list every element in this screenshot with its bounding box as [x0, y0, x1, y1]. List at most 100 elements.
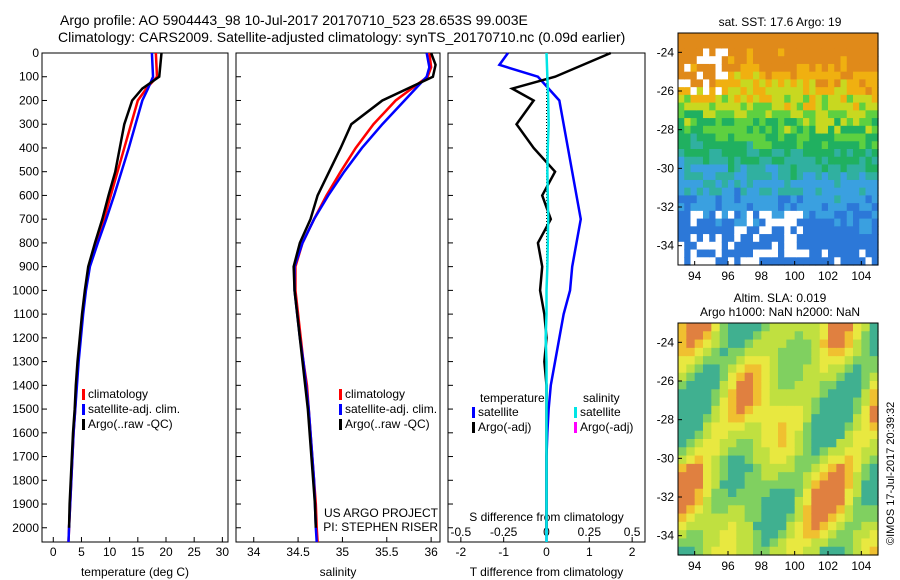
- sla-map-ytick-label: -28: [657, 413, 675, 427]
- legend-swatch: [339, 404, 342, 415]
- temperature-series-2: [67, 52, 163, 528]
- depth-tick-label: 1200: [12, 331, 39, 345]
- legend-label: satellite-adj. clim.: [345, 402, 437, 416]
- depth-tick-label: 500: [19, 165, 39, 179]
- salinity-series-2: [292, 52, 437, 528]
- sla-map-xtick-label: 98: [755, 559, 769, 573]
- legend-swatch: [574, 422, 577, 433]
- temperature-xtick-label: 5: [78, 545, 85, 559]
- salinity-xtick-label: 34: [247, 545, 261, 559]
- depth-tick-label: 1500: [12, 402, 39, 416]
- sst-map-xtick-label: 104: [851, 269, 871, 283]
- sst-map-xtick-label: 96: [721, 269, 735, 283]
- temperature-xtick-label: 25: [188, 545, 202, 559]
- legend-label: Argo(..raw -QC): [88, 417, 173, 431]
- sla-map-xtick-label: 102: [818, 559, 838, 573]
- legend-header-temperature: temperature: [480, 391, 545, 405]
- sst-map-field: [678, 33, 879, 266]
- difference-xtick-label: 0: [543, 545, 550, 559]
- depth-tick-label: 300: [19, 117, 39, 131]
- legend-header-salinity: salinity: [583, 391, 620, 405]
- salinity-xtick-label: 34.5: [286, 545, 310, 559]
- sst-map-frame: [677, 32, 879, 266]
- depth-tick-label: 1100: [13, 307, 39, 321]
- depth-tick-label: 1900: [12, 497, 39, 511]
- legend-label: Argo(-adj): [580, 420, 633, 434]
- legend-swatch: [339, 419, 342, 430]
- sla-map-ytick-label: -30: [657, 451, 675, 465]
- legend-swatch: [82, 419, 85, 430]
- difference-xlabel: T difference from climatology: [470, 565, 624, 579]
- salinity-xtick-label: 36: [424, 545, 438, 559]
- salinity-plot-frame: [235, 52, 441, 543]
- sla-map-xtick-label: 104: [851, 559, 871, 573]
- legend-label: satellite: [580, 405, 621, 419]
- salinity-diff-tick-label: 0.5: [624, 525, 641, 539]
- legend-swatch: [82, 389, 85, 400]
- sla-map-title-line2: Argo h1000: NaN h2000: NaN: [699, 305, 861, 319]
- depth-tick-label: 1400: [12, 378, 39, 392]
- depth-tick-label: 900: [19, 260, 39, 274]
- difference-xtick-label: -2: [456, 545, 467, 559]
- sst-map-ytick-label: -28: [657, 123, 675, 137]
- depth-tick-label: 600: [19, 188, 39, 202]
- sst-map-xtick-label: 102: [818, 269, 838, 283]
- difference-series-2: [544, 52, 550, 542]
- temperature-xtick-label: 20: [159, 545, 173, 559]
- sla-map-xtick-label: 96: [721, 559, 735, 573]
- sst-map-title: sat. SST: 17.6 Argo: 19: [718, 15, 842, 29]
- depth-tick-label: 1600: [12, 426, 39, 440]
- sst-map-xtick-label: 100: [785, 269, 805, 283]
- legend-swatch: [339, 389, 342, 400]
- sla-map-field: [678, 323, 879, 556]
- depth-tick-label: 100: [19, 70, 39, 84]
- salinity-xtick-label: 35: [336, 545, 350, 559]
- salinity-xtick-label: 35.5: [375, 545, 399, 559]
- figure-title-line2: Climatology: CARS2009. Satellite-adjuste…: [58, 29, 626, 45]
- temperature-xlabel: temperature (deg C): [81, 565, 189, 579]
- sla-map-ytick-label: -34: [657, 529, 675, 543]
- sst-map-xtick-label: 98: [755, 269, 769, 283]
- depth-tick-label: 0: [32, 46, 39, 60]
- sla-map-xtick-label: 94: [688, 559, 702, 573]
- temperature-xtick-label: 0: [50, 545, 57, 559]
- depth-tick-label: 800: [19, 236, 39, 250]
- legend-label: satellite: [478, 405, 519, 419]
- temperature-xtick-label: 30: [216, 545, 230, 559]
- sla-map-title-line1: Altim. SLA: 0.019: [733, 291, 827, 305]
- depth-tick-label: 2000: [12, 521, 39, 535]
- depth-tick-label: 1000: [12, 283, 39, 297]
- legend-label: satellite-adj. clim.: [88, 402, 180, 416]
- salinity-xlabel: salinity: [320, 565, 357, 579]
- difference-xtick-label: -1: [498, 545, 509, 559]
- sst-map-ytick-label: -26: [657, 84, 675, 98]
- depth-tick-label: 700: [19, 212, 39, 226]
- salinity-diff-tick-label: -0.5: [451, 525, 472, 539]
- legend-label: Argo(..raw -QC): [345, 417, 430, 431]
- legend-swatch: [472, 422, 475, 433]
- sst-map-xtick-label: 94: [688, 269, 702, 283]
- legend-swatch: [82, 404, 85, 415]
- sst-map-ytick-label: -32: [657, 200, 675, 214]
- sla-map-ytick-label: -26: [657, 374, 675, 388]
- depth-tick-label: 1800: [12, 473, 39, 487]
- sst-map-ytick-label: -30: [657, 161, 675, 175]
- legend-label: Argo(-adj): [478, 420, 531, 434]
- depth-tick-label: 400: [19, 141, 39, 155]
- depth-tick-label: 200: [19, 93, 39, 107]
- sla-map-xtick-label: 100: [785, 559, 805, 573]
- sst-map-ytick-label: -34: [657, 239, 675, 253]
- sla-map-ytick-label: -24: [657, 335, 675, 349]
- depth-tick-label: 1700: [12, 450, 39, 464]
- pi-annotation: PI: STEPHEN RISER: [323, 520, 438, 534]
- figure-title-line1: Argo profile: AO 5904443_98 10-Jul-2017 …: [60, 12, 528, 28]
- sla-map-ytick-label: -32: [657, 490, 675, 504]
- legend-swatch: [574, 407, 577, 418]
- project-annotation: US ARGO PROJECT: [324, 506, 439, 520]
- salinity-diff-tick-label: -0.25: [490, 525, 518, 539]
- legend-swatch: [472, 407, 475, 418]
- legend-label: climatology: [88, 387, 148, 401]
- temperature-xtick-label: 15: [131, 545, 145, 559]
- depth-tick-label: 1300: [12, 355, 39, 369]
